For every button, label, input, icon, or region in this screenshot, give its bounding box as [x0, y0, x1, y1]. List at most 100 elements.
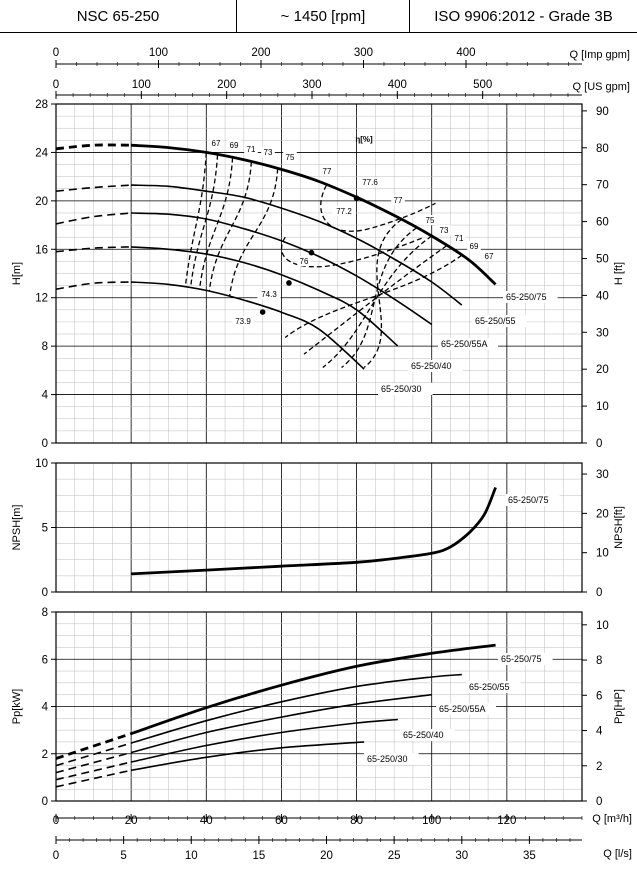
ytick-label: 4: [42, 702, 49, 714]
efficiency-label: 73.9: [235, 317, 251, 326]
ytick-label: 20: [35, 196, 48, 208]
header-standard: ISO 9906:2012 - Grade 3B: [410, 0, 637, 33]
power-curve-65-250/75: [130, 643, 496, 736]
ytick-label: 0: [42, 587, 48, 599]
ytick-right-label: 30: [596, 469, 609, 481]
efficiency-iso-77: [320, 184, 436, 232]
efficiency-label: 67: [485, 252, 494, 261]
efficiency-label: 75: [286, 153, 295, 162]
label-bg: [498, 653, 553, 665]
power-series-label: 65-250/40: [403, 730, 444, 740]
power-curve-65-250/55-dashed: [55, 742, 132, 767]
eff-label-bg: [358, 177, 382, 187]
ytick-right-label: 70: [596, 180, 609, 192]
ytick-right-label: 10: [596, 620, 609, 632]
ytick-right-label: 60: [596, 217, 609, 229]
efficiency-label: 71: [247, 145, 256, 154]
efficiency-iso-right: [284, 254, 463, 339]
eff-label-bg: [244, 144, 258, 154]
ytick-right-label: 6: [596, 690, 602, 702]
ytick-right-label: 30: [596, 327, 609, 339]
head-ylabel: H[m]: [11, 262, 23, 285]
head-curve-65-250/40: [131, 246, 399, 347]
us-gpm-tick-label: 0: [53, 79, 59, 91]
ytick-label: 8: [42, 607, 48, 619]
efficiency-label: 69: [230, 141, 239, 150]
efficiency-label: 77.6: [362, 178, 378, 187]
m3h-tick-label: 60: [275, 815, 288, 827]
axis-m3h-label: Q [m³/h]: [592, 813, 632, 825]
ls-tick-label: 0: [53, 850, 59, 862]
ytick-label: 24: [35, 147, 48, 159]
eff-label-bg: [257, 289, 281, 299]
eff-label-bg: [261, 147, 275, 157]
bep-dot: [286, 280, 292, 286]
ytick-right-label: 0: [596, 587, 602, 599]
efficiency-iso-left: [208, 161, 253, 292]
eff-label-bg: [231, 316, 255, 326]
ls-tick-label: 35: [523, 850, 536, 862]
efficiency-title: η[%]: [355, 135, 373, 144]
eff-label-bg: [209, 138, 223, 148]
npsh-curve-65-250/75: [131, 486, 497, 576]
ls-tick-label: 10: [185, 850, 198, 862]
m3h-tick-label: 120: [497, 815, 516, 827]
efficiency-iso-right: [322, 235, 433, 369]
head-curve-65-250/30-dashed: [55, 281, 132, 290]
power-curve-65-250/30: [130, 741, 365, 772]
efficiency-label: 76: [300, 257, 309, 266]
npsh-ylabel: NPSH[m]: [11, 505, 23, 551]
label-bg: [364, 753, 419, 765]
label-bg: [466, 681, 521, 693]
ytick-right-label: 80: [596, 143, 609, 155]
ytick-label: 0: [42, 796, 48, 808]
eff-label-bg: [320, 166, 334, 176]
power-series-label: 65-250/30: [367, 754, 408, 764]
header-speed: ~ 1450 [rpm]: [237, 0, 410, 33]
axis-us-gpm-label: Q [US gpm]: [573, 81, 630, 93]
efficiency-label: 73: [264, 148, 273, 157]
axis-ls-label: Q [l/s]: [603, 848, 632, 860]
ls-tick-label: 30: [455, 850, 468, 862]
eff-label-bg: [283, 152, 297, 162]
efficiency-label: 74.3: [261, 290, 277, 299]
power-curve-65-250/75-dashed: [55, 732, 132, 760]
label-bg: [505, 494, 560, 506]
efficiency-iso-right: [363, 218, 403, 368]
head-curve-65-250/55A-dashed: [55, 212, 132, 225]
npsh-grid: [51, 462, 587, 593]
ytick-right-label: 50: [596, 253, 609, 265]
efficiency-label: 75: [426, 216, 435, 225]
label-bg: [436, 703, 496, 715]
bep-dot: [259, 309, 266, 315]
ytick-label: 0: [42, 438, 48, 450]
imp-gpm-tick-label: 200: [251, 47, 270, 59]
efficiency-iso-left: [228, 168, 279, 297]
us-gpm-tick-label: 200: [217, 79, 236, 91]
power-curve-65-250/40: [130, 718, 398, 763]
ls-tick-label: 15: [252, 850, 265, 862]
ytick-label: 10: [35, 458, 48, 470]
power-curve-65-250/30-dashed: [55, 769, 132, 788]
power-grid: [51, 611, 587, 802]
ytick-label: 6: [42, 654, 48, 666]
eff-label-bg: [423, 215, 437, 225]
power-curve-65-250/55A: [130, 693, 432, 754]
eff-label-bg: [297, 256, 311, 266]
efficiency-iso-left: [189, 154, 219, 288]
us-gpm-tick-label: 400: [388, 79, 407, 91]
head-frame: [55, 103, 583, 444]
m3h-tick-label: 100: [422, 815, 441, 827]
eff-label-bg: [482, 251, 496, 261]
label-bg: [408, 360, 463, 372]
ytick-label: 12: [35, 293, 48, 305]
label-bg: [438, 338, 498, 350]
head-grid: [51, 103, 587, 444]
head-curve-65-250/55: [131, 184, 463, 306]
power-curve-65-250/55A-dashed: [55, 751, 132, 774]
head-curve-65-250/30: [131, 281, 365, 370]
us-gpm-tick-label: 100: [132, 79, 151, 91]
ls-tick-label: 25: [388, 850, 401, 862]
header-model: NSC 65-250: [0, 0, 237, 33]
